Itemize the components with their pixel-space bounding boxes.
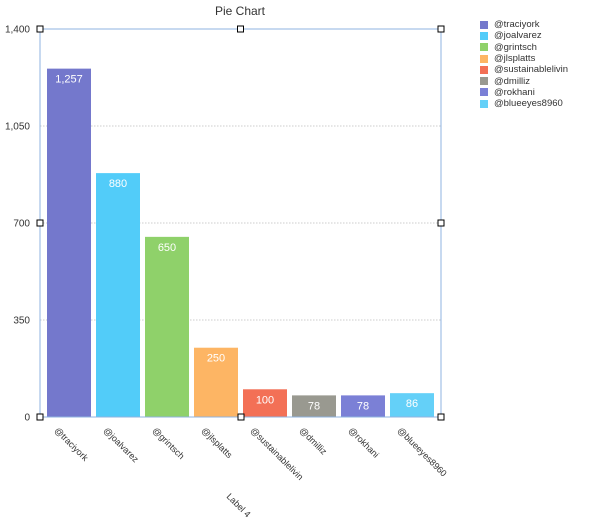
legend-swatch [480, 65, 488, 74]
resize-handle [36, 413, 44, 421]
resize-handle [437, 219, 445, 227]
legend-item: @jlsplatts [480, 53, 568, 64]
bar-value-label: 78 [308, 400, 320, 412]
legend-item: @grintsch [480, 42, 568, 53]
legend-swatch [480, 99, 488, 108]
chart-title: Pie Chart [215, 4, 266, 18]
legend-swatch [480, 31, 488, 40]
y-tick-label: 700 [13, 219, 30, 230]
legend-label: @joalvarez [494, 30, 542, 42]
x-tick-label: @grintsch [151, 425, 187, 461]
bar [194, 347, 238, 417]
x-tick-label: @joalvarez [102, 425, 141, 464]
legend-item: @blueeyes8960 [480, 98, 568, 109]
resize-handle [437, 25, 445, 33]
resize-handle [237, 25, 244, 33]
legend-item: @rokhani [480, 87, 568, 98]
legend-item: @joalvarez [480, 30, 568, 41]
legend-item: @traciyork [480, 19, 568, 30]
legend-swatch [480, 54, 488, 63]
resize-handle [237, 413, 245, 421]
legend-label: @rokhani [494, 86, 535, 98]
legend-label: @traciyork [494, 19, 540, 31]
legend-label: @sustainablelivin [494, 64, 569, 76]
x-axis-title: Label 4 [225, 491, 253, 519]
x-tick-label: @jlsplatts [200, 425, 235, 460]
bar-value-label: 880 [109, 178, 127, 190]
bar [341, 395, 385, 417]
legend-swatch [480, 77, 488, 86]
bar-value-label: 78 [357, 400, 369, 412]
bar-value-label: 250 [207, 353, 225, 365]
x-tick-label: @dmilliz [298, 425, 330, 457]
resize-handle [36, 25, 44, 33]
bar [47, 68, 91, 417]
y-tick-label: 0 [24, 413, 30, 424]
bar [145, 236, 189, 417]
legend-item: @sustainablelivin [480, 64, 568, 75]
resize-handle [36, 219, 44, 227]
y-tick-label: 350 [13, 316, 30, 327]
legend-label: @dmilliz [494, 75, 531, 87]
bar-value-label: 100 [256, 394, 274, 406]
y-tick-label: 1,050 [5, 122, 30, 133]
bar-value-label: 86 [406, 398, 418, 410]
legend-label: @jlsplatts [494, 53, 536, 65]
x-tick-label: @rokhani [347, 425, 381, 459]
x-tick-label: @traciyork [53, 425, 91, 463]
chart-legend: @traciyork @joalvarez @grintsch @jlsplatts @… [480, 19, 568, 109]
x-tick-label: @blueeyes8960 [396, 425, 449, 478]
legend-swatch [480, 20, 488, 29]
legend-item: @dmilliz [480, 75, 568, 87]
bar-value-label: 650 [158, 242, 176, 254]
bar [390, 393, 434, 417]
bar [243, 389, 287, 417]
bar-value-label: 1,257 [55, 74, 83, 86]
bar [96, 173, 140, 417]
legend-swatch [480, 43, 488, 52]
bar [292, 395, 336, 417]
legend-swatch [480, 88, 488, 97]
legend-label: @grintsch [494, 41, 537, 53]
x-tick-label: @sustainablelivin [249, 425, 306, 482]
y-tick-label: 1,400 [5, 25, 30, 36]
legend-label: @blueeyes8960 [494, 98, 563, 110]
resize-handle [437, 413, 445, 421]
